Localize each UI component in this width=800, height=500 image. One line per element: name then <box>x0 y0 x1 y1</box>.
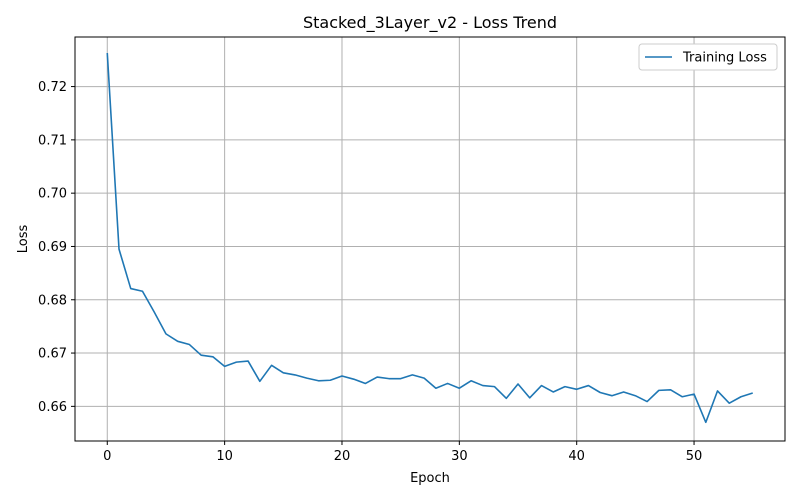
x-tick-label: 20 <box>334 449 351 464</box>
y-tick-label: 0.72 <box>38 80 67 95</box>
x-axis: 0 10 20 30 40 50 <box>103 441 702 464</box>
grid <box>75 37 785 441</box>
x-tick-label: 10 <box>216 449 233 464</box>
x-tick-label: 40 <box>568 449 585 464</box>
legend-label: Training Loss <box>682 51 767 66</box>
y-tick-label: 0.68 <box>38 293 67 308</box>
y-axis-label: Loss <box>16 225 31 254</box>
y-tick-label: 0.71 <box>38 133 67 148</box>
y-tick-label: 0.70 <box>38 187 67 202</box>
y-axis: 0.66 0.67 0.68 0.69 0.70 0.71 0.72 <box>38 80 75 415</box>
series-layer <box>106 52 753 424</box>
legend: Training Loss <box>638 43 778 71</box>
y-tick-label: 0.69 <box>38 240 67 255</box>
legend-box <box>638 43 778 71</box>
y-tick-label: 0.67 <box>38 347 67 362</box>
chart-title: Stacked_3Layer_v2 - Loss Trend <box>303 13 557 33</box>
x-tick-label: 30 <box>451 449 468 464</box>
series-line-training-loss <box>106 52 753 424</box>
x-tick-label: 50 <box>686 449 703 464</box>
y-tick-label: 0.66 <box>38 400 67 415</box>
x-axis-label: Epoch <box>410 471 450 486</box>
x-tick-label: 0 <box>103 449 111 464</box>
plot-frame <box>74 36 786 442</box>
